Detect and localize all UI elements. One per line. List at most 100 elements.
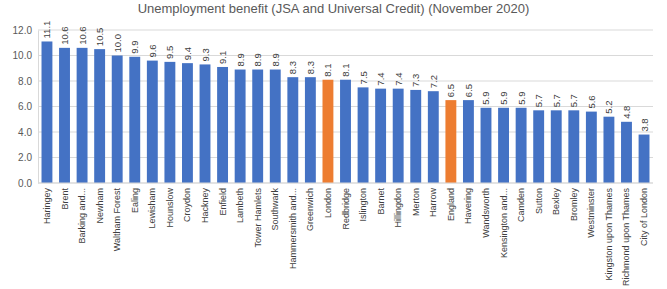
data-label: 9.5 — [164, 46, 175, 59]
x-tick-label: Lambeth — [235, 188, 245, 223]
x-tick-label: London — [323, 188, 333, 218]
bar — [498, 108, 509, 183]
y-tick: 8.0 — [18, 76, 38, 87]
data-label: 5.9 — [516, 92, 527, 105]
bar — [463, 100, 474, 183]
data-label: 5.7 — [533, 94, 544, 107]
data-label: 6.5 — [445, 84, 456, 97]
bar — [358, 87, 369, 183]
x-tick-label: Harrow — [428, 188, 438, 218]
x-tick-label: England — [446, 188, 456, 221]
y-tick: 10.0 — [13, 50, 38, 61]
bar — [410, 90, 421, 183]
x-tick-label: Hackney — [200, 188, 210, 224]
x-tick-label: Islington — [358, 188, 368, 222]
bar — [94, 49, 105, 183]
y-tick: 2.0 — [18, 152, 38, 163]
grid-line — [38, 30, 653, 31]
data-label: 5.7 — [568, 94, 579, 107]
bar — [568, 110, 579, 183]
bar — [77, 48, 88, 183]
x-tick-label: Hounslow — [165, 188, 175, 228]
data-label: 10.5 — [94, 28, 105, 47]
data-label: 10.6 — [59, 26, 70, 44]
bar — [551, 110, 562, 183]
data-label: 9.1 — [217, 51, 228, 64]
x-tick-label: Barking and... — [77, 188, 87, 244]
x-tick-label: Bexley — [551, 188, 561, 216]
bar — [147, 61, 158, 183]
bar — [182, 63, 193, 183]
data-label: 8.1 — [322, 64, 333, 77]
bar — [375, 89, 386, 183]
bar — [252, 70, 263, 183]
x-tick-label: Southwark — [270, 188, 280, 231]
x-tick-label: Greenwich — [305, 188, 315, 231]
bar — [621, 122, 632, 183]
x-tick-label: City of London — [639, 188, 649, 246]
bar — [516, 108, 527, 183]
bar — [340, 80, 351, 183]
x-tick-label: Richmond upon Thames — [621, 188, 631, 286]
y-axis: 0.0 2.0 4.0 6.0 8.0 10.0 12.0 — [13, 25, 39, 189]
data-label: 9.9 — [129, 41, 140, 54]
x-tick-label: Tower Hamlets — [253, 188, 263, 248]
bar — [164, 62, 175, 183]
y-tick: 12.0 — [13, 25, 38, 36]
bar — [481, 108, 492, 183]
bar — [217, 67, 228, 183]
x-tick-label: Redbridge — [341, 188, 351, 230]
x-tick-label: Brent — [60, 188, 70, 210]
bar — [200, 64, 211, 183]
y-tick-label: 4.0 — [18, 127, 32, 138]
y-tick-label: 2.0 — [18, 152, 32, 163]
y-tick: 6.0 — [18, 101, 38, 112]
x-axis-line — [38, 183, 653, 184]
bar — [428, 91, 439, 183]
data-label: 10.0 — [112, 34, 123, 53]
bar — [59, 48, 70, 183]
bar — [129, 57, 140, 183]
data-label: 9.4 — [182, 47, 193, 60]
data-label: 8.9 — [270, 53, 281, 66]
data-label: 5.6 — [586, 95, 597, 108]
data-label: 5.9 — [480, 92, 491, 105]
data-labels: 11.110.610.610.510.09.99.69.59.49.39.18.… — [41, 21, 649, 132]
x-tick-label: Kensington and... — [499, 188, 509, 258]
data-label: 10.6 — [77, 26, 88, 44]
bar — [445, 100, 456, 183]
data-label: 5.9 — [498, 92, 509, 105]
bar — [586, 112, 597, 183]
x-tick-label: Haringey — [42, 188, 52, 225]
plot: 0.0 2.0 4.0 6.0 8.0 10.0 12.0 11.1 10.6 10.6 10.5 1… — [13, 21, 653, 286]
bar — [287, 77, 298, 183]
x-tick-label: Havering — [463, 188, 473, 224]
data-label: 5.7 — [551, 94, 562, 107]
x-tick-label: Enfield — [218, 188, 228, 216]
y-axis-line — [38, 31, 39, 184]
data-label: 8.9 — [235, 53, 246, 66]
y-tick-label: 12.0 — [13, 25, 33, 36]
data-label: 3.8 — [639, 118, 650, 131]
y-tick-label: 0.0 — [18, 178, 32, 189]
data-label: 4.8 — [621, 106, 632, 119]
data-label: 11.1 — [41, 21, 52, 39]
x-tick-label: Newham — [95, 188, 105, 224]
data-label: 8.9 — [252, 53, 263, 66]
x-tick-label: Lewisham — [147, 188, 157, 229]
bar — [322, 80, 333, 183]
y-tick-label: 8.0 — [18, 76, 32, 87]
x-tick-label: Kingston upon Thames — [604, 188, 614, 281]
data-label: 8.3 — [287, 61, 298, 74]
x-tick-label: Croydon — [182, 188, 192, 222]
bars — [42, 41, 650, 183]
x-tick-label: Ealing — [130, 188, 140, 213]
bar — [305, 77, 316, 183]
data-label: 9.3 — [200, 48, 211, 61]
grid — [38, 30, 653, 183]
x-tick-label: Westminster — [586, 188, 596, 238]
data-label: 7.2 — [428, 75, 439, 88]
x-tick-label: Waltham Forest — [112, 188, 122, 252]
x-tick-label: Barnet — [376, 188, 386, 215]
x-axis: Haringey Brent Barking and... Newham Waltham… — [42, 188, 649, 286]
